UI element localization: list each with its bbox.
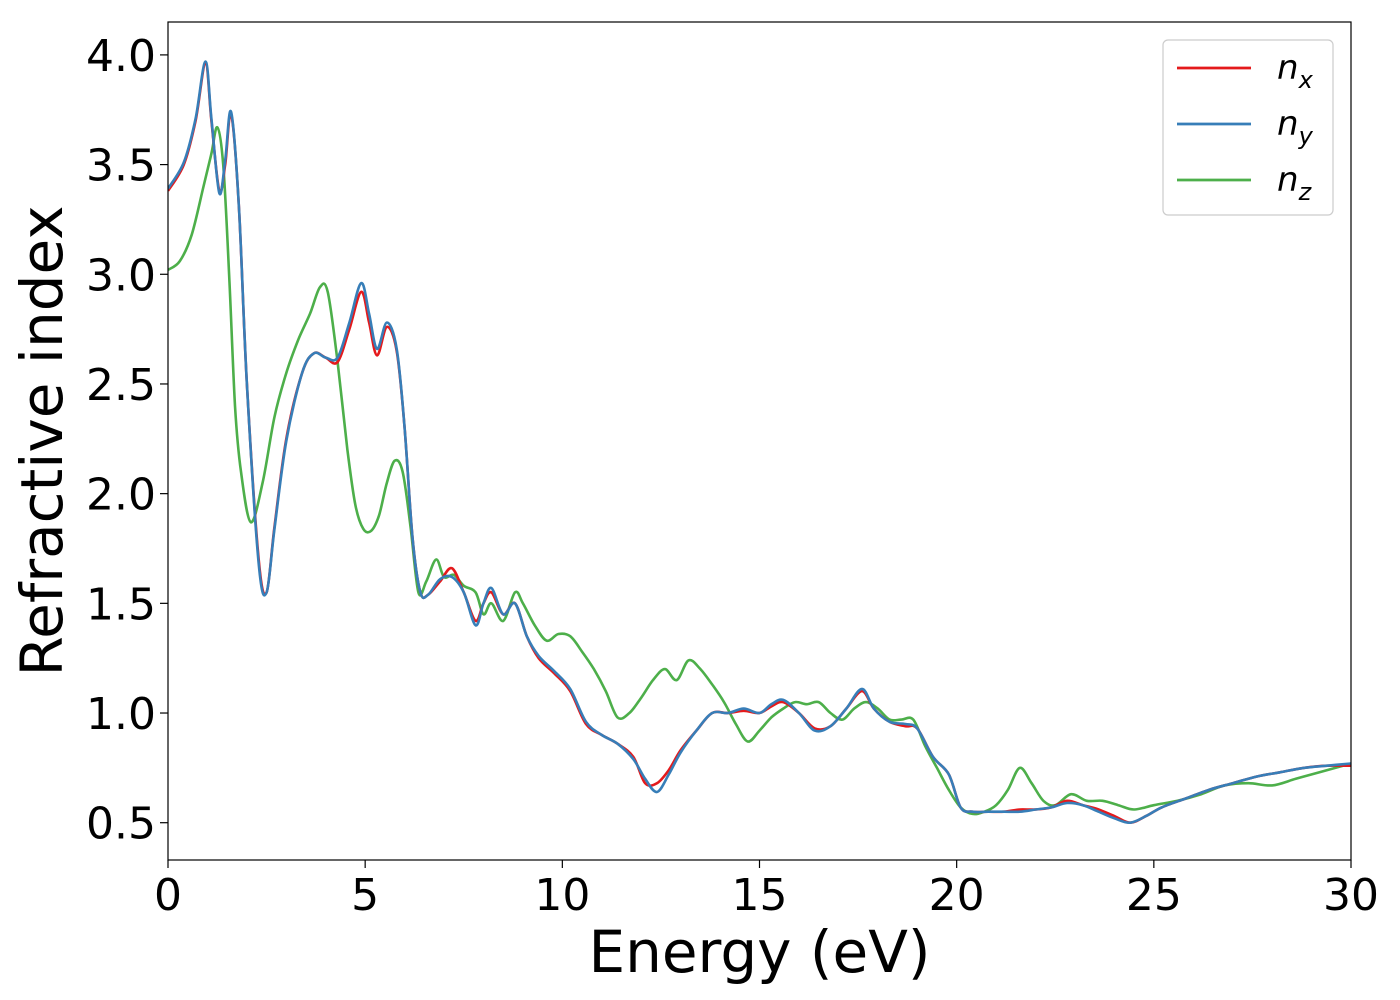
x-axis-title: Energy (eV) — [588, 918, 930, 986]
x-tick-label: 0 — [154, 870, 182, 921]
y-tick-label: 1.0 — [86, 689, 156, 740]
legend-label: nx — [1277, 48, 1314, 94]
y-tick-label: 2.5 — [86, 360, 156, 411]
legend-label-base: n — [1277, 104, 1299, 144]
x-tick-label: 15 — [732, 870, 788, 921]
y-tick-label: 1.5 — [86, 579, 156, 630]
legend-label: ny — [1277, 104, 1314, 150]
legend-label: nz — [1277, 160, 1313, 206]
y-tick-label: 3.5 — [86, 141, 156, 192]
series-line-ny — [168, 60, 1351, 825]
y-axis-title: Refractive index — [8, 205, 76, 676]
x-axis: 0 5 10 15 20 25 30 — [154, 860, 1379, 921]
legend-label-subscript: y — [1298, 122, 1314, 150]
legend-label-base: n — [1277, 160, 1299, 200]
x-tick-label: 30 — [1323, 870, 1379, 921]
x-tick-label: 25 — [1126, 870, 1182, 921]
legend-label-subscript: z — [1298, 178, 1313, 206]
x-tick-label: 10 — [534, 870, 590, 921]
x-tick-label: 5 — [351, 870, 379, 921]
legend-box — [1162, 39, 1334, 216]
legend-label-subscript: x — [1298, 66, 1314, 94]
y-tick-label: 0.5 — [86, 799, 156, 850]
x-tick-label: 20 — [929, 870, 985, 921]
legend-label-base: n — [1277, 48, 1299, 88]
series-line-nz — [168, 125, 1351, 816]
y-tick-label: 3.0 — [86, 250, 156, 301]
y-tick-label: 4.0 — [86, 31, 156, 82]
y-axis: 0.5 1.0 1.5 2.0 2.5 3.0 3.5 4.0 — [86, 31, 168, 850]
y-tick-label: 2.0 — [86, 470, 156, 521]
series-layer — [168, 60, 1351, 825]
